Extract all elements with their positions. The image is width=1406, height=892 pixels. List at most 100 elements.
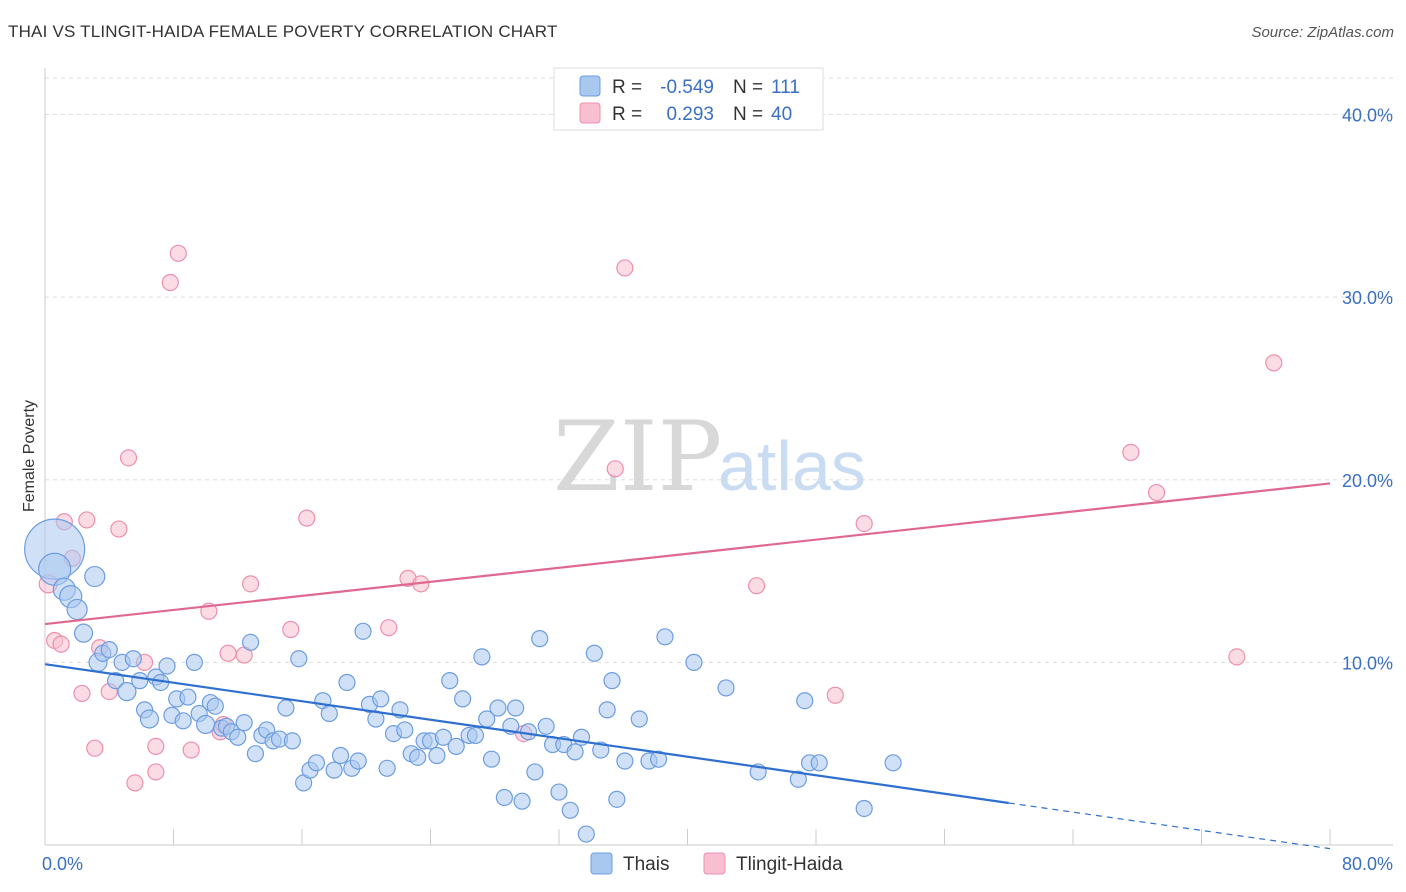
- thais-points: [24, 518, 902, 843]
- tlingit-haida-point: [182, 741, 200, 759]
- thais-point: [349, 752, 367, 770]
- tlingit-haida-point: [219, 644, 237, 662]
- y-tick-label: 10.0%: [1342, 653, 1393, 673]
- watermark-zip: ZIP: [553, 401, 722, 513]
- tlingit-haida-point: [1265, 354, 1283, 372]
- thais-point: [100, 640, 118, 659]
- thais-point: [482, 750, 501, 768]
- axes: [44, 68, 1393, 846]
- tlingit-haida-point: [110, 520, 128, 538]
- tlingit-haida-point: [747, 577, 766, 595]
- thais-point: [320, 704, 338, 723]
- thais-point: [473, 648, 491, 666]
- thais-point: [466, 726, 485, 745]
- tlingit-haida-point: [298, 509, 316, 527]
- thais-point: [717, 679, 735, 697]
- thais-point: [185, 653, 203, 671]
- tlingit-haida-point: [855, 514, 873, 533]
- tlingit-haida-point: [1228, 648, 1246, 666]
- thais-point: [107, 672, 125, 690]
- watermark-atlas: atlas: [718, 427, 866, 505]
- gridlines: [45, 77, 1393, 663]
- legend-r-label-thais: R =: [612, 77, 642, 98]
- legend-r-value-thais: -0.549: [660, 77, 714, 98]
- thais-point: [789, 770, 807, 788]
- legend-n-value-tlingit: 40: [771, 104, 792, 125]
- thais-point: [338, 673, 356, 692]
- thais-point: [307, 754, 326, 772]
- legend-r-value-tlingit: 0.293: [666, 104, 714, 125]
- y-tick-label: 20.0%: [1342, 471, 1393, 491]
- thais-point: [235, 714, 253, 732]
- tlingit-haida-point: [1122, 443, 1140, 461]
- thais-point: [685, 653, 703, 671]
- thais-point: [489, 699, 507, 717]
- thais-point: [855, 799, 873, 818]
- thais-point: [495, 788, 513, 807]
- bottom-legend-label-thais: Thais: [623, 854, 669, 875]
- y-axis-title: Female Poverty: [21, 400, 38, 512]
- thais-point: [649, 750, 668, 768]
- legend-n-label-tlingit: N =: [733, 104, 763, 125]
- thais-point: [507, 699, 525, 717]
- legend-n-value-thais: 111: [771, 77, 800, 98]
- trend-lines: [44, 482, 1331, 850]
- tlingit-haida-point: [86, 739, 104, 757]
- legend-swatch-tlingit: [579, 102, 601, 124]
- thais-point: [331, 746, 350, 765]
- thais-point: [656, 628, 674, 646]
- tlingit-haida-point: [282, 620, 300, 639]
- thais-point: [354, 622, 372, 640]
- tlingit-haida-point: [147, 737, 165, 755]
- tlingit-haida-points: [38, 244, 1283, 792]
- thais-point: [513, 792, 531, 810]
- thais-point: [441, 672, 459, 690]
- tlingit-haida-point: [826, 686, 844, 704]
- thais-trend-extension: [1008, 802, 1331, 850]
- tlingit-haida-point: [52, 635, 70, 653]
- tlingit-haida-point: [161, 273, 179, 292]
- thais-point: [283, 732, 301, 750]
- thais-point: [179, 688, 197, 706]
- thais-point: [242, 633, 260, 651]
- thais-point: [131, 672, 149, 690]
- thais-point: [796, 692, 814, 710]
- thais-point: [396, 721, 414, 739]
- thais-point: [158, 657, 176, 675]
- tlingit-haida-trend-line: [44, 482, 1331, 626]
- thais-point: [246, 745, 265, 763]
- tlingit-haida-point: [242, 575, 260, 593]
- thais-point: [577, 825, 595, 843]
- bottom-legend-swatch-thais: [590, 852, 613, 875]
- thais-point: [608, 790, 626, 808]
- thais-point: [447, 737, 465, 755]
- thais-point: [290, 650, 308, 668]
- thais-point: [372, 690, 390, 708]
- tlingit-haida-point: [1147, 483, 1166, 502]
- thais-point: [531, 630, 549, 648]
- tlingit-haida-point: [169, 244, 187, 262]
- thais-point: [592, 741, 610, 759]
- thais-point: [66, 598, 88, 621]
- y-tick-label: 30.0%: [1342, 288, 1393, 308]
- correlation-legend: R = -0.549 N = 111 R = 0.293 N = 40: [553, 67, 824, 131]
- tlingit-haida-point: [616, 259, 634, 277]
- thais-point: [519, 723, 538, 741]
- chart-title: THAI VS TLINGIT-HAIDA FEMALE POVERTY COR…: [8, 22, 558, 41]
- thais-trend-line: [44, 663, 1009, 805]
- thais-point: [84, 565, 106, 588]
- legend-swatch-thais: [579, 75, 601, 97]
- legend-r-label-tlingit: R =: [612, 104, 642, 125]
- thais-point: [277, 699, 295, 717]
- thais-point: [124, 650, 142, 668]
- thais-point: [206, 697, 224, 715]
- thais-point: [325, 761, 343, 779]
- y-tick-labels: 10.0% 20.0% 30.0% 40.0%: [1342, 106, 1393, 674]
- x-tick-label-min: 0.0%: [42, 854, 83, 874]
- legend-n-label-thais: N =: [733, 77, 763, 98]
- tlingit-haida-point: [380, 619, 398, 637]
- thais-point: [229, 728, 247, 746]
- thais-point: [603, 672, 621, 690]
- thais-point: [537, 717, 555, 735]
